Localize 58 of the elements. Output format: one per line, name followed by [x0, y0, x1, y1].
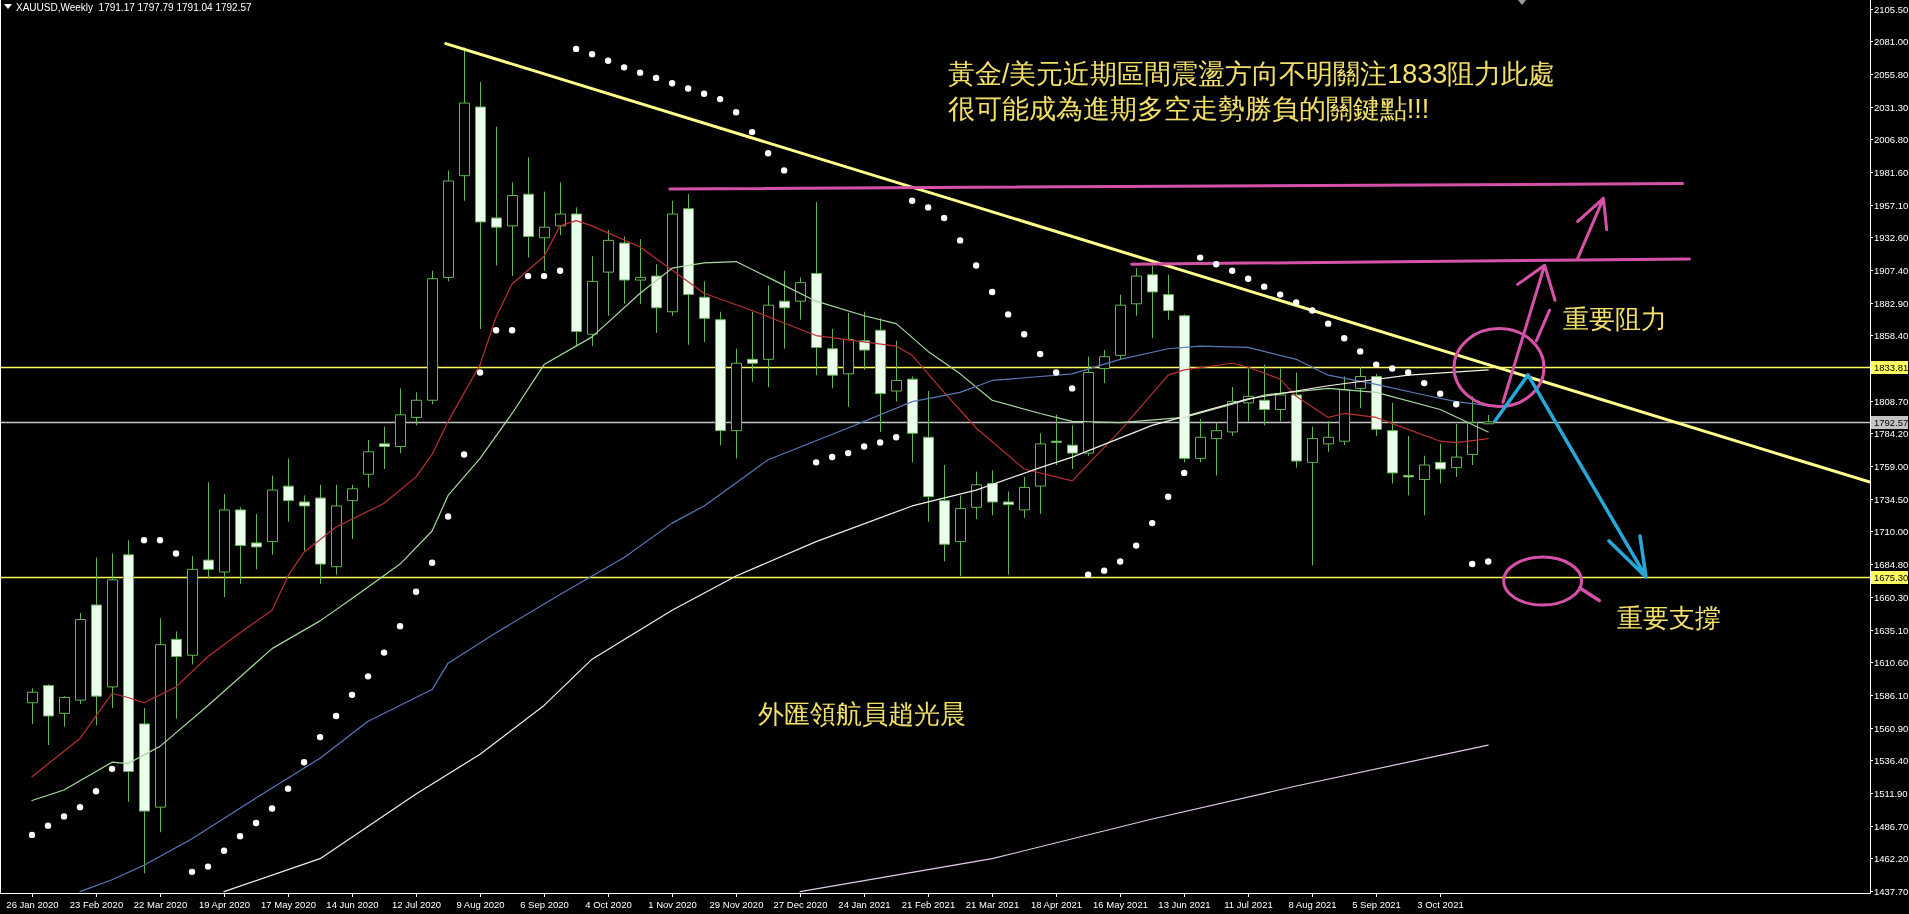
x-tick-label: 21 Mar 2021 [965, 898, 1020, 910]
annotation: 重要阻力 [1563, 303, 1668, 334]
y-tick-label: 2105.50 [1874, 4, 1909, 15]
x-tick-label: 12 Jul 2020 [391, 898, 442, 910]
y-tick-label: 1759.00 [1874, 461, 1909, 472]
y-tick-label: 1586.10 [1874, 690, 1909, 701]
y-tick-label: 1610.60 [1874, 657, 1909, 668]
y-tick-label: 1486.70 [1874, 821, 1909, 832]
y-tick-label: 1907.40 [1874, 265, 1909, 276]
x-tick-label: 13 Jun 2021 [1158, 898, 1211, 910]
y-tick-label: 1462.20 [1874, 853, 1909, 864]
x-tick-label: 27 Dec 2020 [773, 898, 828, 910]
x-tick-label: 8 Aug 2021 [1288, 898, 1337, 910]
y-tick-label: 1511.90 [1874, 788, 1908, 799]
annotation: 重要支撐 [1617, 602, 1721, 633]
y-tick-label: 1635.10 [1874, 625, 1909, 636]
ref-line-label: 1675.30 [1874, 572, 1909, 583]
y-tick-label: 2006.80 [1874, 134, 1909, 145]
title: XAUUSD,Weekly 1791.17 1797.79 1791.04 1792.57 [16, 1, 252, 13]
y-tick-label: 1957.10 [1874, 200, 1909, 211]
x-tick-label: 14 Jun 2020 [326, 898, 379, 910]
x-tick-label: 11 Jul 2021 [1224, 898, 1273, 910]
x-tick-label: 19 Apr 2020 [198, 898, 251, 910]
y-tick-label: 1981.60 [1874, 167, 1909, 178]
x-tick-label: 26 Jan 2020 [6, 898, 59, 910]
y-tick-label: 1734.50 [1874, 494, 1909, 505]
y-tick-label: 1784.20 [1874, 428, 1909, 439]
y-tick-label: 1932.60 [1874, 232, 1909, 243]
y-tick-label: 2031.30 [1874, 102, 1909, 113]
y-tick-label: 1536.40 [1874, 755, 1909, 766]
x-tick-label: 16 May 2021 [1093, 898, 1148, 910]
x-tick-label: 5 Sep 2021 [1352, 898, 1401, 910]
y-tick-label: 1858.40 [1874, 330, 1909, 341]
x-tick-label: 1 Nov 2020 [648, 898, 697, 910]
ref-line-label: 1792.57 [1874, 417, 1909, 428]
x-tick-label: 21 Feb 2021 [901, 898, 956, 910]
y-tick-label: 1710.00 [1874, 526, 1909, 537]
y-tick-label: 1684.80 [1874, 559, 1909, 570]
x-tick-label: 24 Jan 2021 [838, 898, 891, 910]
y-tick-label: 2055.80 [1874, 69, 1909, 80]
x-tick-label: 3 Oct 2021 [1417, 898, 1464, 910]
annotation: 黃金/美元近期區間震盪方向不明關注1833阻力此處很可能成為進期多空走勢勝負的關鍵點!!! [947, 58, 1556, 124]
x-tick-label: 9 Aug 2020 [456, 898, 505, 910]
annotation: 外匯領航員趙光晨 [758, 698, 966, 729]
y-tick-label: 1660.30 [1874, 592, 1909, 603]
ref-line-label: 1833.81 [1874, 362, 1909, 373]
x-tick-label: 29 Nov 2020 [709, 898, 764, 910]
y-tick-label: 1808.70 [1874, 396, 1909, 407]
y-tick-label: 1882.90 [1874, 298, 1909, 309]
y-tick-label: 1560.90 [1874, 723, 1909, 734]
y-tick-label: 1437.70 [1874, 886, 1909, 897]
y-tick-label: 2081.00 [1874, 36, 1909, 47]
x-tick-label: 23 Feb 2020 [69, 898, 124, 910]
x-tick-label: 22 Mar 2020 [133, 898, 188, 910]
x-tick-label: 4 Oct 2020 [585, 898, 632, 910]
x-tick-label: 6 Sep 2020 [520, 898, 569, 910]
x-tick-label: 18 Apr 2021 [1030, 898, 1083, 910]
x-tick-label: 17 May 2020 [261, 898, 316, 910]
